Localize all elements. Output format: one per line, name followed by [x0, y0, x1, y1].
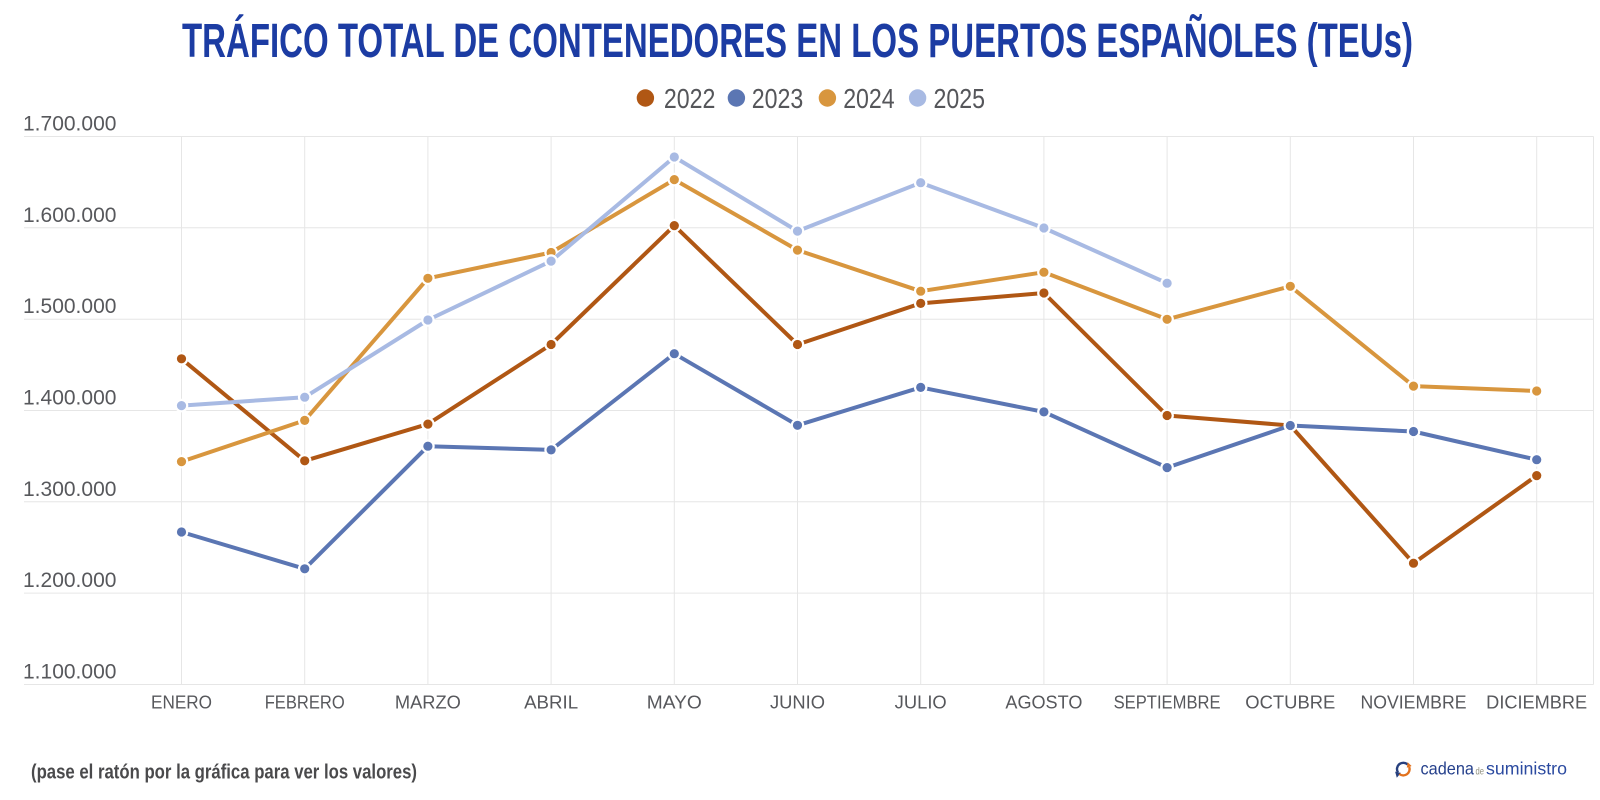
svg-text:1.100.000: 1.100.000: [23, 661, 116, 684]
svg-text:ENERO: ENERO: [151, 693, 212, 713]
svg-text:ABRIL: ABRIL: [524, 693, 578, 713]
svg-text:1.500.000: 1.500.000: [23, 295, 116, 318]
svg-text:(pase el ratón por la gráfica: (pase el ratón por la gráfica para ver l…: [31, 762, 417, 784]
svg-text:JUNIO: JUNIO: [770, 693, 825, 713]
svg-text:MAYO: MAYO: [647, 693, 702, 713]
svg-text:1.400.000: 1.400.000: [23, 387, 116, 410]
svg-text:2024: 2024: [843, 83, 895, 114]
svg-text:JULIO: JULIO: [895, 693, 947, 713]
svg-text:2023: 2023: [752, 83, 804, 114]
svg-text:MARZO: MARZO: [395, 693, 461, 713]
svg-text:DICIEMBRE: DICIEMBRE: [1486, 693, 1587, 713]
svg-text:1.600.000: 1.600.000: [23, 204, 116, 227]
svg-text:NOVIEMBRE: NOVIEMBRE: [1361, 693, 1467, 713]
svg-text:TRÁFICO TOTAL DE CONTENEDORES: TRÁFICO TOTAL DE CONTENEDORES EN LOS PUE…: [182, 13, 1413, 68]
svg-text:suministro: suministro: [1486, 758, 1567, 778]
svg-text:1.200.000: 1.200.000: [23, 569, 116, 592]
svg-text:2025: 2025: [934, 83, 986, 114]
svg-text:AGOSTO: AGOSTO: [1005, 693, 1082, 713]
svg-text:1.700.000: 1.700.000: [23, 113, 116, 136]
svg-text:OCTUBRE: OCTUBRE: [1245, 693, 1335, 713]
svg-text:1.300.000: 1.300.000: [23, 478, 116, 501]
svg-text:de: de: [1476, 765, 1485, 777]
svg-text:SEPTIEMBRE: SEPTIEMBRE: [1114, 693, 1221, 713]
svg-text:FEBRERO: FEBRERO: [265, 693, 345, 713]
svg-text:cadena: cadena: [1421, 758, 1475, 778]
svg-text:2022: 2022: [664, 83, 716, 114]
